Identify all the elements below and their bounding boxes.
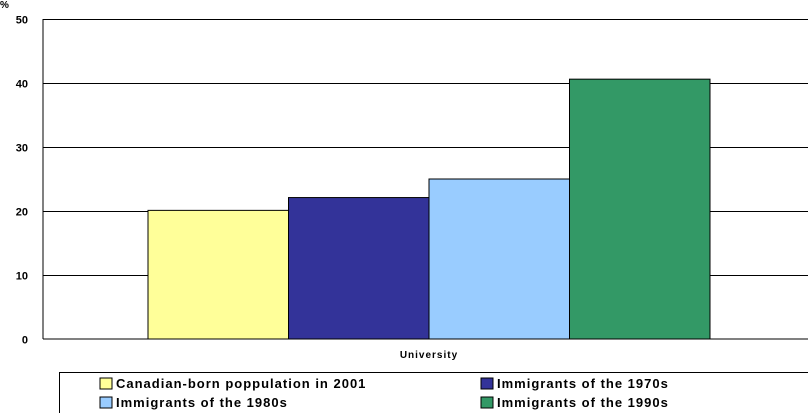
- legend-swatch: [99, 377, 113, 390]
- legend: Canadian-born poppulation in 2001 Immigra…: [59, 372, 808, 413]
- legend-label: Immigrants of the 1970s: [497, 376, 669, 391]
- bar-1: [147, 209, 289, 340]
- y-tick-label: 30: [16, 143, 28, 155]
- legend-label: Immigrants of the 1980s: [116, 395, 288, 410]
- y-tick-label: 0: [22, 335, 28, 347]
- legend-label: Immigrants of the 1990s: [497, 395, 669, 410]
- y-tick-label: 40: [16, 79, 28, 91]
- axes: [42, 19, 808, 340]
- y-tick-labels: 0 10 20 30 40 50: [16, 15, 28, 347]
- legend-swatch: [480, 396, 494, 409]
- y-tick-label: 10: [16, 271, 28, 283]
- legend-swatch: [480, 377, 494, 390]
- y-tick-label: 50: [16, 15, 28, 27]
- bars: [147, 78, 711, 340]
- legend-label: Canadian-born poppulation in 2001: [116, 376, 366, 391]
- y-axis-unit: %: [0, 0, 9, 11]
- bar-2: [288, 197, 430, 340]
- y-tick-label: 20: [16, 207, 28, 219]
- bar-3: [428, 178, 570, 340]
- bar-4: [569, 78, 711, 340]
- legend-swatch: [99, 396, 113, 409]
- x-category-label: University: [400, 350, 458, 361]
